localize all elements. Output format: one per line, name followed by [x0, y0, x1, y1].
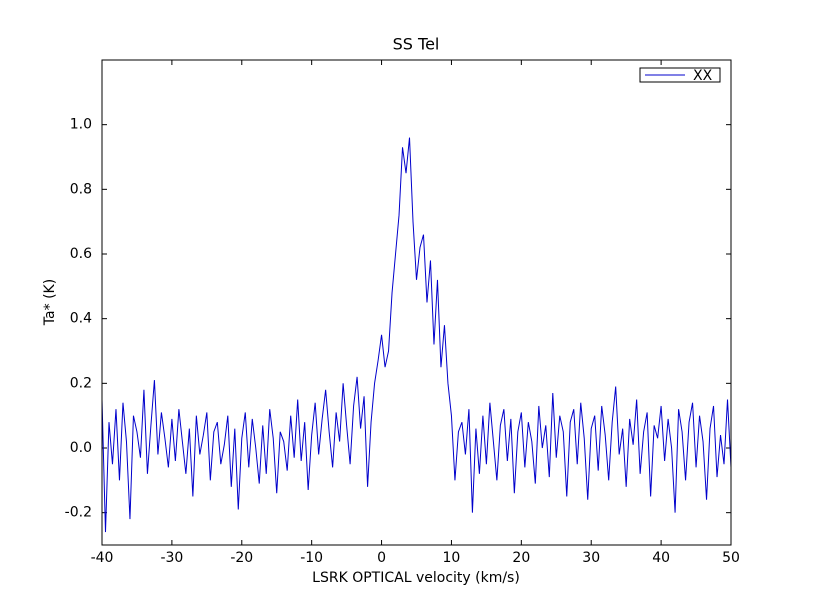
y-tick-label: 0.2	[70, 375, 92, 391]
x-tick-label: -30	[160, 550, 183, 566]
y-axis-label: Ta* (K)	[42, 279, 58, 326]
x-tick-label: 20	[512, 550, 530, 566]
x-tick-label: -20	[230, 550, 253, 566]
x-axis-label: LSRK OPTICAL velocity (km/s)	[312, 570, 520, 586]
y-tick-label: -0.2	[65, 505, 92, 521]
y-tick-label: 0.8	[70, 181, 92, 197]
plot-frame	[101, 59, 732, 546]
x-tick-label: 50	[722, 550, 740, 566]
x-tick-label: -10	[300, 550, 323, 566]
y-tick-label: 0.6	[70, 246, 92, 262]
x-tick-label: 10	[443, 550, 461, 566]
x-tick-label: 40	[652, 550, 670, 566]
data-line	[101, 137, 732, 533]
chart-title: SS Tel	[393, 35, 440, 54]
x-tick-label: 30	[582, 550, 600, 566]
x-tick-label: -40	[91, 550, 114, 566]
y-tick-label: 0.0	[70, 440, 92, 456]
y-tick-label: 1.0	[70, 117, 92, 133]
x-tick-label: 0	[377, 550, 386, 566]
legend-label: XX	[693, 68, 713, 84]
y-tick-label: 0.4	[70, 311, 92, 327]
